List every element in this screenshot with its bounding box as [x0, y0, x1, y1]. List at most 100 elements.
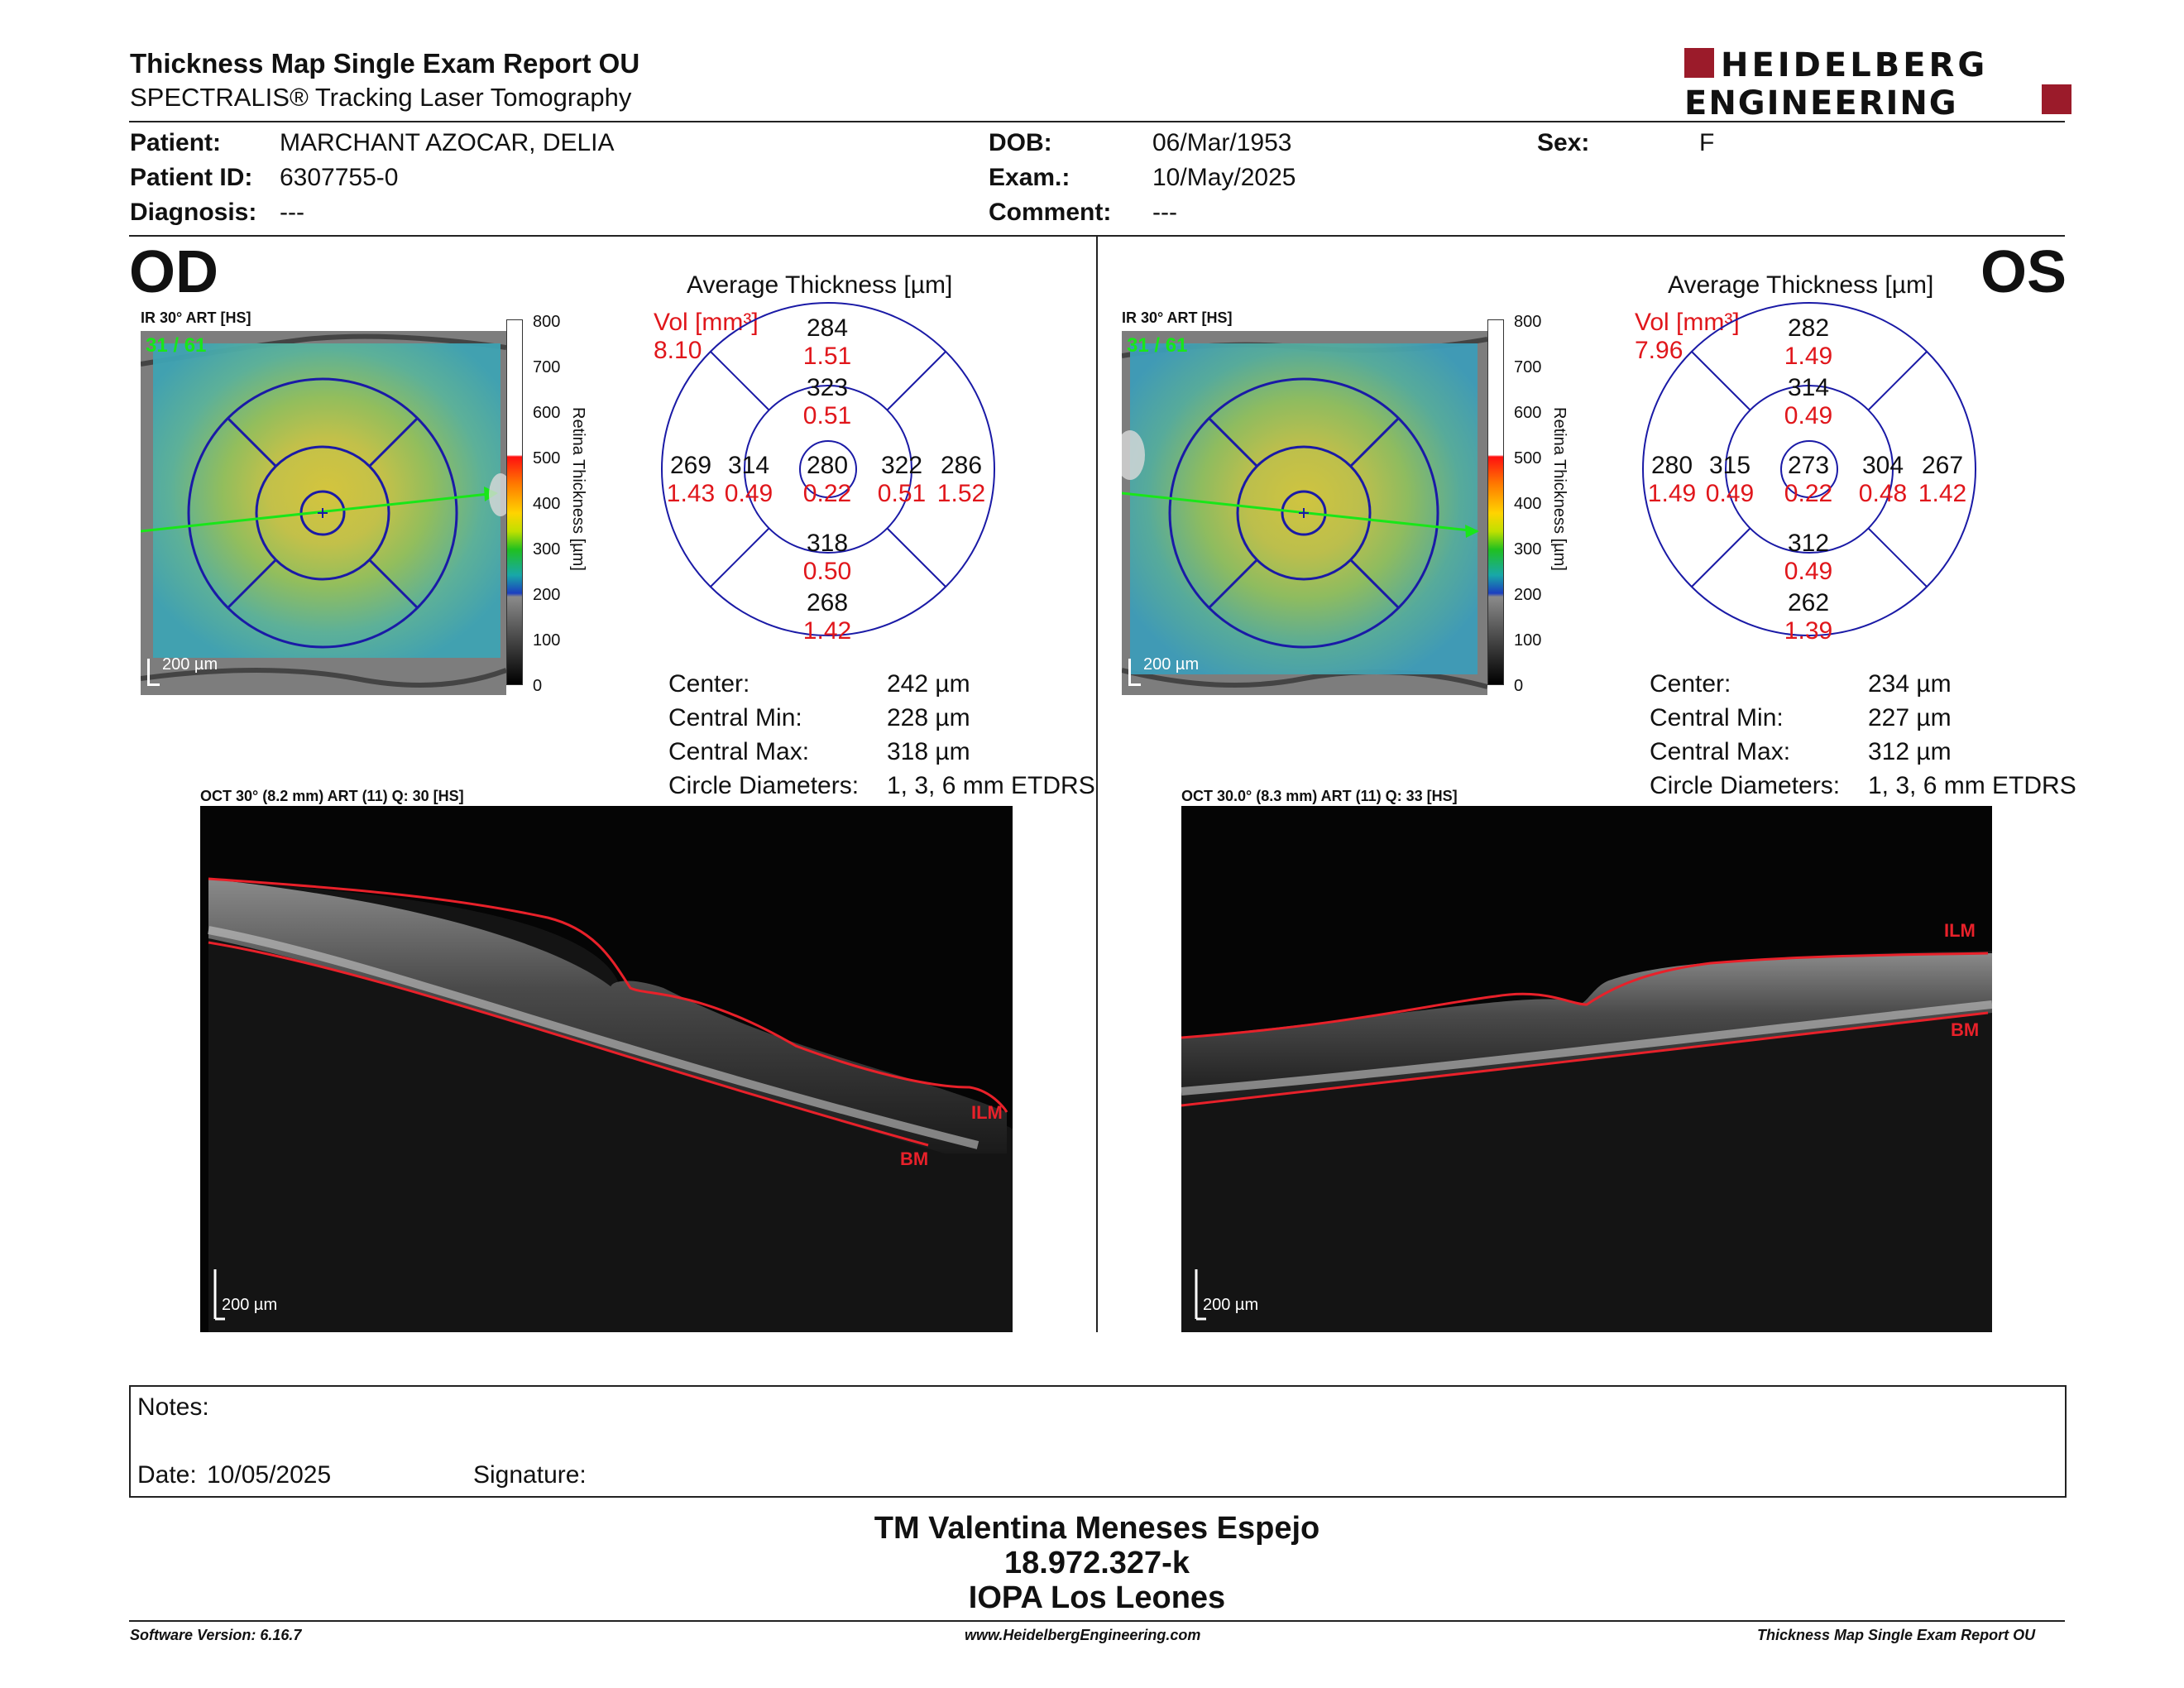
stat-diam-label-os: Circle Diameters: [1650, 772, 1841, 799]
tick-800: 800 [533, 313, 561, 331]
heidelberg-logo: HEIDELBERG ENGINEERING [1684, 46, 2071, 117]
oct-scale-label-os: 200 µm [1203, 1296, 1259, 1314]
tick-100: 100 [533, 631, 561, 650]
colorbar-label-os: Retina Thickness [µm] [1550, 407, 1569, 571]
colorbar-od [506, 319, 523, 685]
tick-700: 700 [533, 358, 561, 376]
sector-outer-right-od: 286 1.52 [936, 452, 986, 507]
sector-outer-superior-od: 284 1.51 [802, 314, 852, 370]
patient-id: 6307755-0 [280, 164, 399, 191]
tick-200: 200 [1514, 586, 1542, 604]
sector-inner-right-od: 322 0.51 [877, 452, 927, 507]
oct-bscan-od: ILM BM 200 µm [200, 806, 1013, 1332]
footer-divider [129, 1620, 2065, 1622]
sector-outer-inferior-os: 262 1.39 [1784, 589, 1833, 645]
signer-institution: IOPA Los Leones [968, 1580, 1226, 1615]
patient-label: Patient: [130, 129, 222, 156]
tick-300: 300 [533, 540, 561, 559]
vol-label-od: Vol [mm³] [654, 309, 759, 336]
sector-outer-left-os: 280 1.49 [1647, 452, 1697, 507]
stat-center-value-os: 234 µm [1868, 670, 1952, 698]
tick-600: 600 [533, 404, 561, 422]
eye-divider [1096, 237, 1098, 1332]
fundus-map-od [141, 331, 506, 695]
software-version: Software Version: 6.16.7 [130, 1627, 302, 1643]
stat-center-value-od: 242 µm [887, 670, 970, 698]
stat-max-label-os: Central Max: [1650, 738, 1791, 765]
oct-label-os: OCT 30.0° (8.3 mm) ART (11) Q: 33 [HS] [1181, 788, 1458, 804]
vol-label-os: Vol [mm³] [1635, 309, 1740, 336]
ir-label-od: IR 30° ART [HS] [141, 309, 251, 326]
logo-line2: ENGINEERING [1684, 84, 1958, 117]
sector-center-od: 280 0.22 [802, 452, 852, 507]
scale-bar-od [147, 659, 160, 686]
website-link[interactable]: www.HeidelbergEngineering.com [965, 1627, 1201, 1643]
avg-thickness-title-od: Average Thickness [µm] [687, 271, 953, 299]
notes-label: Notes: [137, 1393, 209, 1421]
sector-inner-inferior-os: 312 0.49 [1784, 530, 1833, 585]
sector-outer-left-od: 269 1.43 [666, 452, 716, 507]
diagnosis-label: Diagnosis: [130, 199, 257, 226]
tick-0: 0 [533, 677, 543, 695]
eye-label-os: OS [1980, 239, 2067, 305]
exam-value: 10/May/2025 [1152, 164, 1296, 191]
ir-label-os: IR 30° ART [HS] [1122, 309, 1233, 326]
signature-label: Signature: [473, 1461, 587, 1489]
tick-0: 0 [1514, 677, 1524, 695]
sector-outer-superior-os: 282 1.49 [1784, 314, 1833, 370]
fundus-map-os [1122, 331, 1487, 695]
thickness-heatmap-od [153, 343, 500, 658]
sector-inner-left-od: 314 0.49 [724, 452, 774, 507]
stat-diam-value-os: 1, 3, 6 mm ETDRS [1868, 772, 2076, 799]
patient-name: MARCHANT AZOCAR, DELIA [280, 129, 615, 156]
tick-500: 500 [1514, 449, 1542, 468]
signer-id: 18.972.327-k [1004, 1546, 1190, 1580]
sector-inner-superior-od: 323 0.51 [802, 374, 852, 429]
eye-label-od: OD [129, 239, 218, 305]
stat-max-value-os: 312 µm [1868, 738, 1952, 765]
report-subtitle: SPECTRALIS® Tracking Laser Tomography [130, 83, 632, 112]
tick-200: 200 [533, 586, 561, 604]
bm-label-os: BM [1951, 1019, 1980, 1040]
colorbar-os [1487, 319, 1504, 685]
tick-300: 300 [1514, 540, 1542, 559]
notes-box[interactable]: Notes: Date: 10/05/2025 Signature: [129, 1385, 2067, 1498]
patient-id-label: Patient ID: [130, 164, 253, 191]
stat-diam-value-od: 1, 3, 6 mm ETDRS [887, 772, 1095, 799]
etdrs-grid-os [1642, 302, 1976, 636]
comment-label: Comment: [989, 199, 1112, 226]
report-title: Thickness Map Single Exam Report OU [130, 48, 640, 79]
bm-line-od [208, 941, 929, 1147]
frames-count-os: 31 / 61 [1127, 334, 1188, 357]
ilm-label-os: ILM [1944, 920, 1976, 941]
tick-500: 500 [533, 449, 561, 468]
stat-center-label-os: Center: [1650, 670, 1731, 698]
sector-inner-inferior-od: 318 0.50 [802, 530, 852, 585]
dob-value: 06/Mar/1953 [1152, 129, 1292, 156]
stat-center-label-od: Center: [668, 670, 750, 698]
tick-600: 600 [1514, 404, 1542, 422]
colorbar-ticks-os: 800 700 600 500 400 300 200 100 0 [1502, 313, 1552, 695]
vol-value-os: 7.96 [1635, 337, 1684, 364]
date-label: Date: [137, 1461, 197, 1489]
footer-report-title: Thickness Map Single Exam Report OU [1757, 1627, 2036, 1643]
oct-label-od: OCT 30° (8.2 mm) ART (11) Q: 30 [HS] [200, 788, 464, 804]
tick-700: 700 [1514, 358, 1542, 376]
stat-max-value-od: 318 µm [887, 738, 970, 765]
stat-max-label-od: Central Max: [668, 738, 810, 765]
scale-bar-os [1128, 659, 1141, 686]
logo-line1: HEIDELBERG [1721, 46, 1988, 84]
tick-400: 400 [533, 495, 561, 513]
vol-value-od: 8.10 [654, 337, 702, 364]
exam-label: Exam.: [989, 164, 1070, 191]
ilm-line-os [1181, 952, 1989, 1039]
etdrs-grid-od [661, 302, 995, 636]
tick-800: 800 [1514, 313, 1542, 331]
tick-100: 100 [1514, 631, 1542, 650]
sex-value: F [1699, 129, 1715, 156]
stat-min-value-od: 228 µm [887, 704, 970, 731]
sector-inner-right-os: 304 0.48 [1858, 452, 1908, 507]
scale-bar-label-os: 200 µm [1143, 655, 1200, 674]
sector-inner-superior-os: 314 0.49 [1784, 374, 1833, 429]
stat-min-label-os: Central Min: [1650, 704, 1784, 731]
